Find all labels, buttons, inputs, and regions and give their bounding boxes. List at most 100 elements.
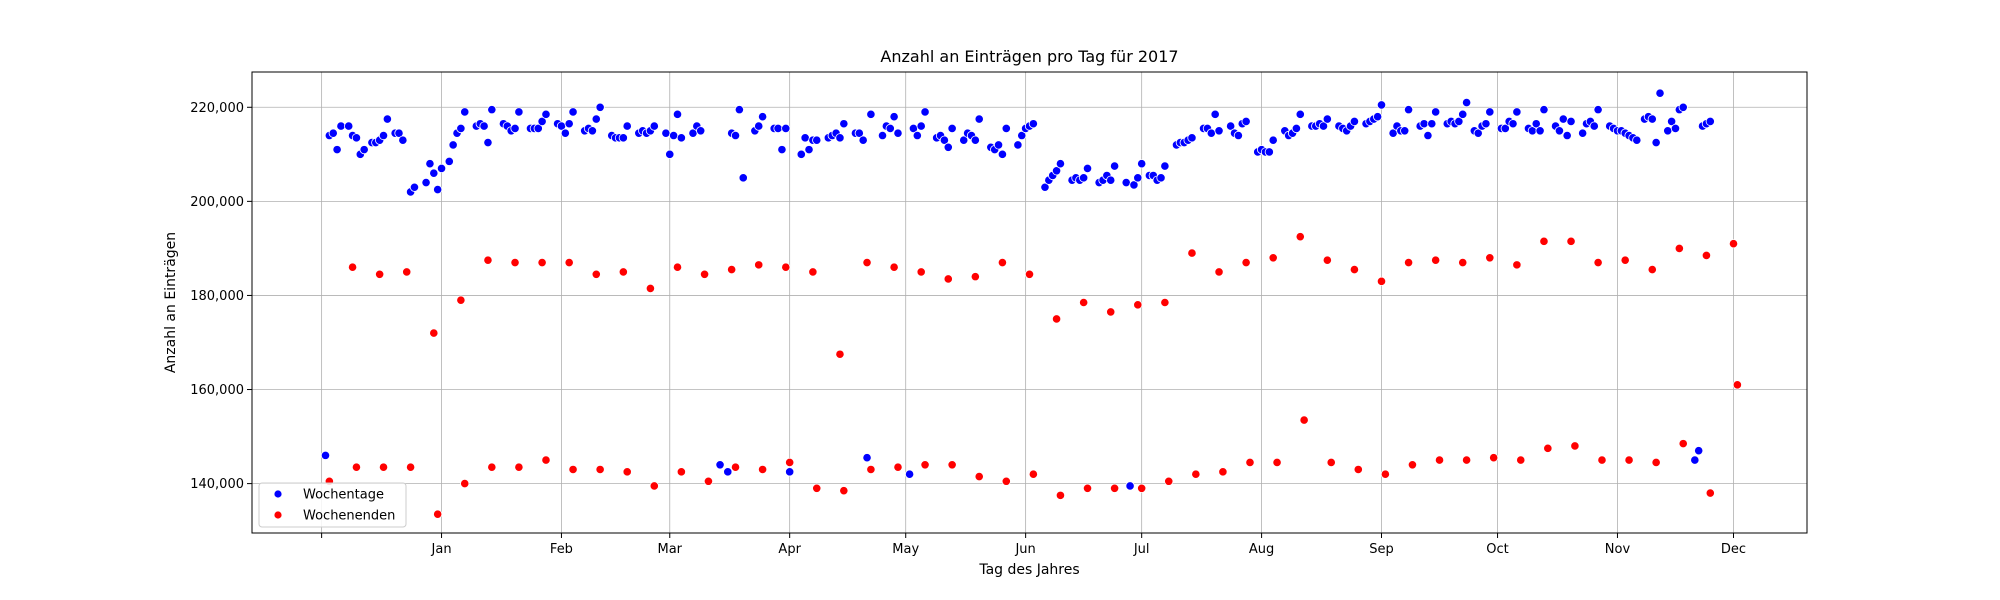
data-point	[754, 121, 764, 131]
data-point	[1156, 173, 1166, 183]
data-point	[1632, 135, 1642, 145]
y-tick-label: 200,000	[190, 195, 244, 210]
data-point	[328, 128, 338, 138]
data-point	[1079, 173, 1089, 183]
data-point	[1589, 121, 1599, 131]
series-wochentage	[320, 88, 1715, 491]
data-point	[997, 149, 1008, 159]
data-point	[595, 102, 605, 112]
data-point	[1082, 483, 1093, 493]
data-point	[1001, 476, 1011, 486]
data-point	[1485, 107, 1495, 117]
data-point	[1318, 121, 1329, 131]
x-tick-label: Feb	[550, 542, 573, 557]
data-point	[1512, 260, 1522, 270]
data-point	[1322, 114, 1332, 124]
data-point	[1349, 264, 1360, 275]
data-point	[378, 130, 389, 141]
y-tick-label: 140,000	[190, 477, 244, 492]
data-point	[1539, 105, 1549, 115]
data-point	[1326, 457, 1336, 468]
data-point	[595, 464, 605, 475]
x-tick-label: May	[892, 542, 919, 557]
data-point	[1539, 236, 1549, 246]
data-point	[1407, 460, 1418, 470]
data-point	[1570, 441, 1580, 451]
data-point	[1233, 130, 1243, 141]
data-point	[568, 464, 578, 475]
x-tick-label: Sep	[1369, 542, 1394, 557]
data-point	[479, 121, 489, 131]
data-point	[757, 464, 768, 475]
data-point	[1423, 130, 1433, 141]
legend: Wochentage Wochenenden	[258, 482, 407, 528]
data-point	[730, 130, 741, 141]
data-point	[1137, 483, 1147, 493]
data-point	[970, 272, 980, 282]
data-point	[889, 112, 899, 122]
data-point	[754, 260, 764, 270]
data-point	[456, 295, 466, 305]
data-point	[1210, 109, 1220, 119]
data-point	[1109, 161, 1120, 171]
data-point	[1133, 300, 1143, 310]
data-point	[649, 121, 659, 131]
data-point	[1651, 137, 1661, 148]
data-point	[862, 453, 872, 463]
data-point	[1516, 455, 1526, 465]
data-point	[672, 109, 683, 119]
data-point	[699, 269, 710, 279]
data-point	[1458, 257, 1468, 268]
data-point	[1578, 128, 1588, 138]
data-point	[433, 509, 443, 519]
data-point	[730, 462, 741, 472]
data-point	[429, 168, 439, 178]
data-point	[808, 267, 818, 277]
data-point	[1160, 297, 1170, 308]
data-point	[1241, 116, 1251, 126]
data-point	[785, 457, 795, 468]
data-point	[1272, 457, 1282, 468]
data-point	[1705, 488, 1715, 498]
data-point	[893, 128, 903, 138]
data-point	[487, 105, 497, 115]
data-point	[877, 130, 888, 141]
data-point	[993, 140, 1004, 150]
data-point	[676, 133, 686, 143]
data-point	[394, 128, 404, 138]
data-point	[727, 264, 737, 275]
x-tick-label: Nov	[1605, 542, 1631, 557]
data-point	[645, 283, 656, 293]
data-point	[943, 274, 953, 284]
data-point	[344, 121, 354, 131]
data-point	[672, 262, 683, 272]
data-point	[1434, 455, 1445, 465]
data-point	[1508, 119, 1518, 129]
data-point	[939, 135, 950, 145]
data-point	[405, 462, 416, 472]
x-tick-label: Jul	[1133, 542, 1150, 557]
data-point	[1322, 255, 1332, 265]
data-point	[885, 123, 895, 134]
data-point	[448, 140, 458, 150]
data-point	[1040, 182, 1050, 192]
data-point	[1593, 105, 1603, 115]
data-point	[378, 462, 389, 472]
data-point	[1376, 276, 1387, 286]
data-point	[1597, 455, 1607, 465]
y-axis-label: Anzahl an Einträgen	[163, 232, 179, 373]
data-point	[560, 128, 570, 138]
data-point	[351, 462, 362, 472]
data-point	[1241, 257, 1251, 268]
data-point	[456, 123, 466, 134]
data-point	[1013, 140, 1023, 150]
data-point	[1218, 467, 1228, 477]
data-point	[1295, 232, 1305, 242]
series-wochenenden	[324, 232, 1742, 519]
data-point	[781, 123, 791, 134]
data-point	[1431, 255, 1441, 265]
data-point	[1620, 255, 1630, 265]
data-point	[1558, 114, 1568, 124]
data-point	[1353, 464, 1363, 475]
data-point	[916, 267, 926, 277]
